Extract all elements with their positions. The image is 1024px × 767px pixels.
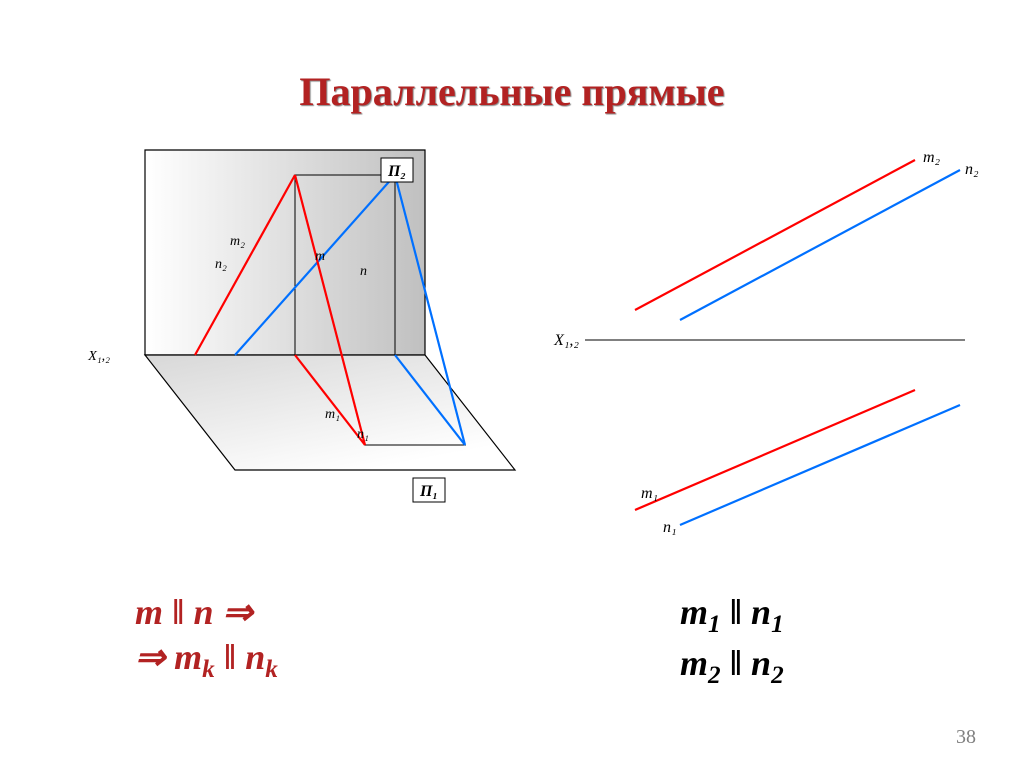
- svg-text:n₁: n₁: [357, 427, 369, 442]
- formula-projections: m1 ǁ n1m2 ǁ n2: [680, 590, 784, 691]
- svg-text:n₁: n₁: [663, 519, 677, 536]
- svg-text:n₂: n₂: [965, 161, 979, 178]
- svg-text:m: m: [315, 249, 325, 264]
- svg-text:m₂: m₂: [230, 234, 245, 249]
- svg-text:П₂: П₂: [387, 163, 406, 180]
- svg-text:n: n: [360, 264, 367, 279]
- svg-text:П₁: П₁: [419, 483, 438, 500]
- svg-text:X₁,₂: X₁,₂: [553, 332, 579, 349]
- svg-text:m₁: m₁: [325, 407, 340, 422]
- figure-3d: X₁,₂ П₂ П₁ m₂n₂ m n m₁ n₁: [65, 140, 525, 540]
- svg-text:m₂: m₂: [923, 149, 941, 166]
- svg-text:n₂: n₂: [215, 257, 227, 272]
- figure-2d-epure: X₁,₂ m₂ n₂ m₁ n₁: [545, 140, 985, 540]
- page-title: Параллельные прямые: [0, 68, 1024, 115]
- formula-theorem: m ǁ n ⇒⇒ mk ǁ nk: [135, 590, 278, 686]
- svg-text:m₁: m₁: [641, 485, 658, 502]
- page-number: 38: [956, 726, 976, 749]
- svg-text:X₁,₂: X₁,₂: [87, 349, 110, 364]
